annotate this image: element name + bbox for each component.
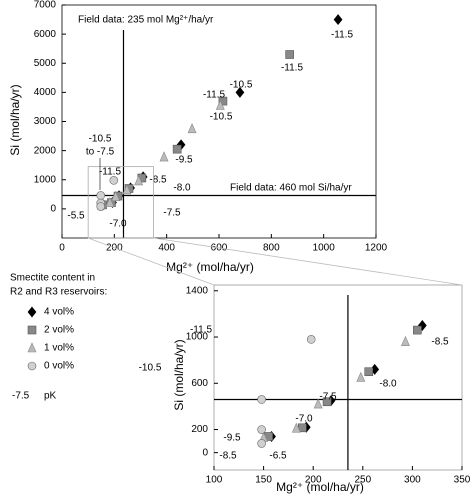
y-tick-label: 3000 [34,116,57,127]
pk-label: -11.5 [203,90,225,101]
legend-title: Smectite content in [10,273,95,284]
point [27,361,37,371]
point [257,439,266,448]
y-tick-label: 0 [50,204,56,215]
point [111,190,121,201]
pk-label: -7.5 [163,208,181,219]
pk-note-label: pK [44,391,57,402]
point [364,367,374,377]
legend-label: 1 vol% [44,343,74,354]
y-tick-label: 7000 [34,0,57,11]
pk-label: -11.5 [281,63,303,74]
point [96,191,106,200]
y-tick-label: 0 [202,447,208,458]
legend-label: 2 vol% [44,325,74,336]
x-axis-label: Mg²⁺ (mol/ha/yr) [276,480,364,494]
pk-label: -7.0 [109,219,127,230]
y-tick-label: 4000 [34,87,57,98]
x-tick-label: 100 [206,475,223,486]
x-tick-label: 200 [305,475,322,486]
point [413,325,422,335]
point [27,325,37,335]
y-tick-label: 200 [191,424,208,435]
pk-label: -11.5 [99,167,121,178]
pk-label: -8.0 [173,183,191,194]
pk-label: -10.5 [89,134,112,145]
pk-label: -9.5 [175,155,193,166]
point [218,96,228,106]
point [27,342,37,353]
point [122,184,132,195]
legend-label: 4 vol% [44,307,74,318]
pk-label: to -7.5 [86,147,115,158]
point [235,86,245,98]
y-axis-label: Si (mol/ha/yr) [8,84,22,155]
point [313,398,323,409]
x-tick-label: 0 [59,243,65,254]
x-tick-label: 250 [354,475,371,486]
point [417,319,427,331]
point [159,151,169,162]
y-tick-label: 2000 [34,145,57,156]
point [356,371,366,382]
legend-title: R2 and R3 reservoirs: [10,287,107,298]
pk-label: -9.5 [223,433,241,444]
point [400,335,410,346]
x-tick-label: 1000 [313,243,336,254]
pk-label: -8.5 [219,451,237,462]
zoom-connector [153,237,463,286]
point [27,306,37,318]
pk-label: -10.5 [139,363,162,374]
legend-label: 0 vol% [44,361,74,372]
legend: Smectite content in R2 and R3 reservoirs:… [10,273,107,402]
point [257,425,266,434]
point [105,197,115,208]
plot-frame [213,284,463,471]
pk-label: -8.5 [431,337,449,348]
point [187,123,197,134]
pk-label: -7.0 [295,414,313,425]
point [333,14,343,26]
y-tick-label: 1000 [186,332,209,343]
pk-label: -11.5 [190,325,212,336]
pk-label: -11.5 [331,30,353,41]
point [257,395,266,404]
y-axis-label: Si (mol/ha/yr) [172,339,186,410]
field-x-label: Field data: 235 mol Mg²⁺/ha/yr [78,15,214,26]
point [322,397,332,407]
pk-label: -10.5 [230,80,253,91]
x-tick-label: 800 [263,243,280,254]
point [215,99,225,110]
y-tick-label: 1400 [186,285,209,296]
y-tick-label: 600 [191,378,208,389]
x-tick-label: 300 [404,475,421,486]
pk-label: -6.5 [269,451,287,462]
y-tick-label: 5000 [34,58,57,69]
field-y-label: Field data: 460 mol Si/ha/yr [230,183,352,194]
x-tick-label: 150 [255,475,272,486]
point [172,144,182,154]
point [109,176,119,185]
point [96,202,106,211]
x-axis-label: Mg²⁺ (mol/ha/yr) [166,260,254,274]
y-tick-label: 6000 [34,29,57,40]
y-tick-label: 1000 [34,174,57,185]
zoom-connector [88,237,215,286]
pk-label: -7.5 [319,392,337,403]
x-tick-label: 400 [158,243,175,254]
pk-note-sample: -7.5 [12,391,30,402]
point [306,335,316,344]
pk-label: -5.5 [67,211,85,222]
point [291,422,301,433]
pk-label: -8.0 [379,379,397,390]
zoom-box [87,166,154,239]
pk-label: -10.5 [210,112,233,123]
point [285,50,294,59]
x-tick-label: 350 [454,475,471,486]
x-tick-label: 1200 [365,243,388,254]
pk-label: -8.5 [149,175,167,186]
point [134,175,144,186]
